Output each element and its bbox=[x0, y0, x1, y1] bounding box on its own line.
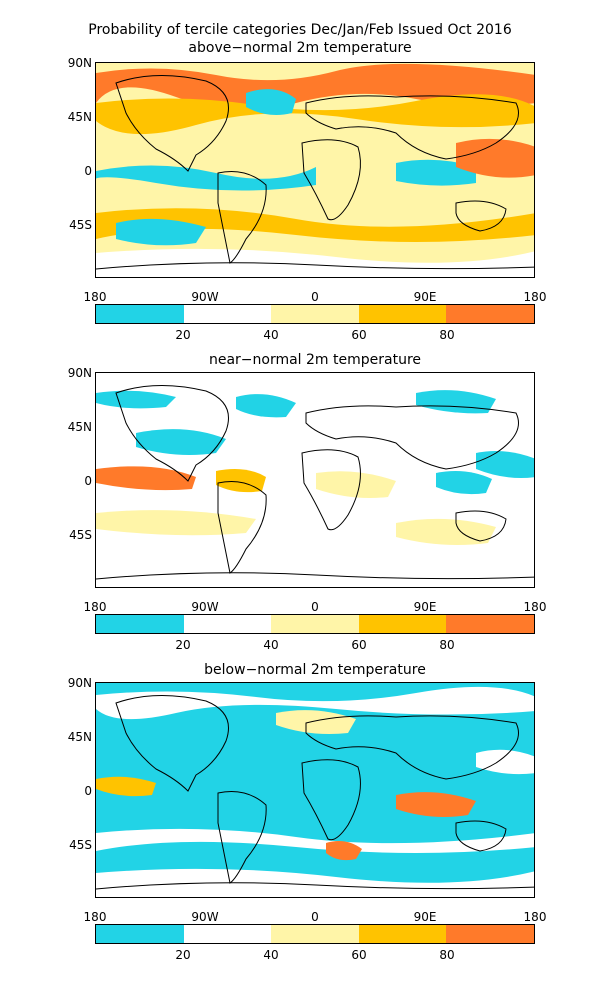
figure-title-line1: Probability of tercile categories Dec/Ja… bbox=[88, 22, 512, 38]
lon-label-90w: 90W bbox=[191, 600, 219, 614]
colorbar-label-80: 80 bbox=[439, 948, 455, 962]
panel-title-above: above−normal 2m temperature bbox=[188, 40, 412, 56]
colorbar-light-yellow bbox=[271, 615, 359, 633]
colorbar-orange bbox=[446, 925, 534, 943]
colorbar-near bbox=[95, 614, 535, 634]
lon-label-180w: 180 bbox=[83, 910, 107, 924]
lat-label-90n: 90N bbox=[67, 56, 92, 70]
lat-label-0: 0 bbox=[84, 474, 92, 488]
coastline-overlay-near bbox=[96, 385, 534, 580]
lon-label-0: 0 bbox=[311, 600, 319, 614]
lat-label-0: 0 bbox=[84, 164, 92, 178]
colorbar-label-20: 20 bbox=[175, 948, 191, 962]
coastline-overlay-above bbox=[96, 75, 534, 270]
lat-label-90n: 90N bbox=[67, 366, 92, 380]
colorbar-cyan bbox=[96, 305, 184, 323]
lat-label-45s: 45S bbox=[69, 838, 92, 852]
lon-label-180e: 180 bbox=[523, 600, 547, 614]
map-above-normal bbox=[95, 62, 535, 278]
panel-title-near: near−normal 2m temperature bbox=[208, 352, 422, 368]
colorbar-label-60: 60 bbox=[351, 638, 367, 652]
colorbar-orange-yellow bbox=[358, 305, 447, 323]
map-field-below bbox=[96, 683, 534, 897]
colorbar-light-yellow bbox=[271, 925, 359, 943]
lat-label-90n: 90N bbox=[67, 676, 92, 690]
lon-label-90w: 90W bbox=[191, 290, 219, 304]
colorbar-white bbox=[183, 305, 272, 323]
colorbar-cyan bbox=[96, 925, 184, 943]
colorbar-orange-yellow bbox=[358, 615, 447, 633]
map-field-near bbox=[96, 373, 534, 587]
colorbar-label-20: 20 bbox=[175, 638, 191, 652]
lon-label-180w: 180 bbox=[83, 290, 107, 304]
lat-label-45n: 45N bbox=[67, 420, 92, 434]
lat-label-45n: 45N bbox=[67, 110, 92, 124]
lon-label-90e: 90E bbox=[413, 290, 437, 304]
lat-label-45n: 45N bbox=[67, 730, 92, 744]
lon-label-90w: 90W bbox=[191, 910, 219, 924]
lat-label-0: 0 bbox=[84, 784, 92, 798]
colorbar-label-40: 40 bbox=[263, 328, 279, 342]
panel-near-normal: near−normal 2m temperature 90N 45N 0 45S bbox=[40, 310, 600, 652]
lon-label-180e: 180 bbox=[523, 290, 547, 304]
colorbar-below bbox=[95, 924, 535, 944]
colorbar-label-80: 80 bbox=[439, 638, 455, 652]
panel-above-normal: 90N 45N 0 45S 180 90W 0 90E 180 20 40 60… bbox=[40, 0, 600, 342]
lon-label-90e: 90E bbox=[413, 910, 437, 924]
panel-below-normal: below−normal 2m temperature 90N 45N 0 45… bbox=[40, 620, 600, 962]
colorbar-orange-yellow bbox=[358, 925, 447, 943]
colorbar-label-60: 60 bbox=[351, 948, 367, 962]
colorbar-label-20: 20 bbox=[175, 328, 191, 342]
coastline-overlay-below bbox=[96, 695, 534, 890]
lon-label-180w: 180 bbox=[83, 600, 107, 614]
colorbar-cyan bbox=[96, 615, 184, 633]
lat-label-45s: 45S bbox=[69, 218, 92, 232]
lon-label-0: 0 bbox=[311, 290, 319, 304]
lon-label-0: 0 bbox=[311, 910, 319, 924]
panel-title-below: below−normal 2m temperature bbox=[204, 662, 426, 678]
colorbar-label-40: 40 bbox=[263, 948, 279, 962]
map-near-normal bbox=[95, 372, 535, 588]
lon-label-180e: 180 bbox=[523, 910, 547, 924]
lat-label-45s: 45S bbox=[69, 528, 92, 542]
colorbar-orange bbox=[446, 305, 534, 323]
lon-label-90e: 90E bbox=[413, 600, 437, 614]
colorbar-label-80: 80 bbox=[439, 328, 455, 342]
map-below-normal bbox=[95, 682, 535, 898]
colorbar-white bbox=[183, 925, 272, 943]
map-field-above bbox=[96, 63, 534, 277]
colorbar-white bbox=[183, 615, 272, 633]
colorbar-label-60: 60 bbox=[351, 328, 367, 342]
colorbar-above bbox=[95, 304, 535, 324]
colorbar-orange bbox=[446, 615, 534, 633]
colorbar-label-40: 40 bbox=[263, 638, 279, 652]
colorbar-light-yellow bbox=[271, 305, 359, 323]
